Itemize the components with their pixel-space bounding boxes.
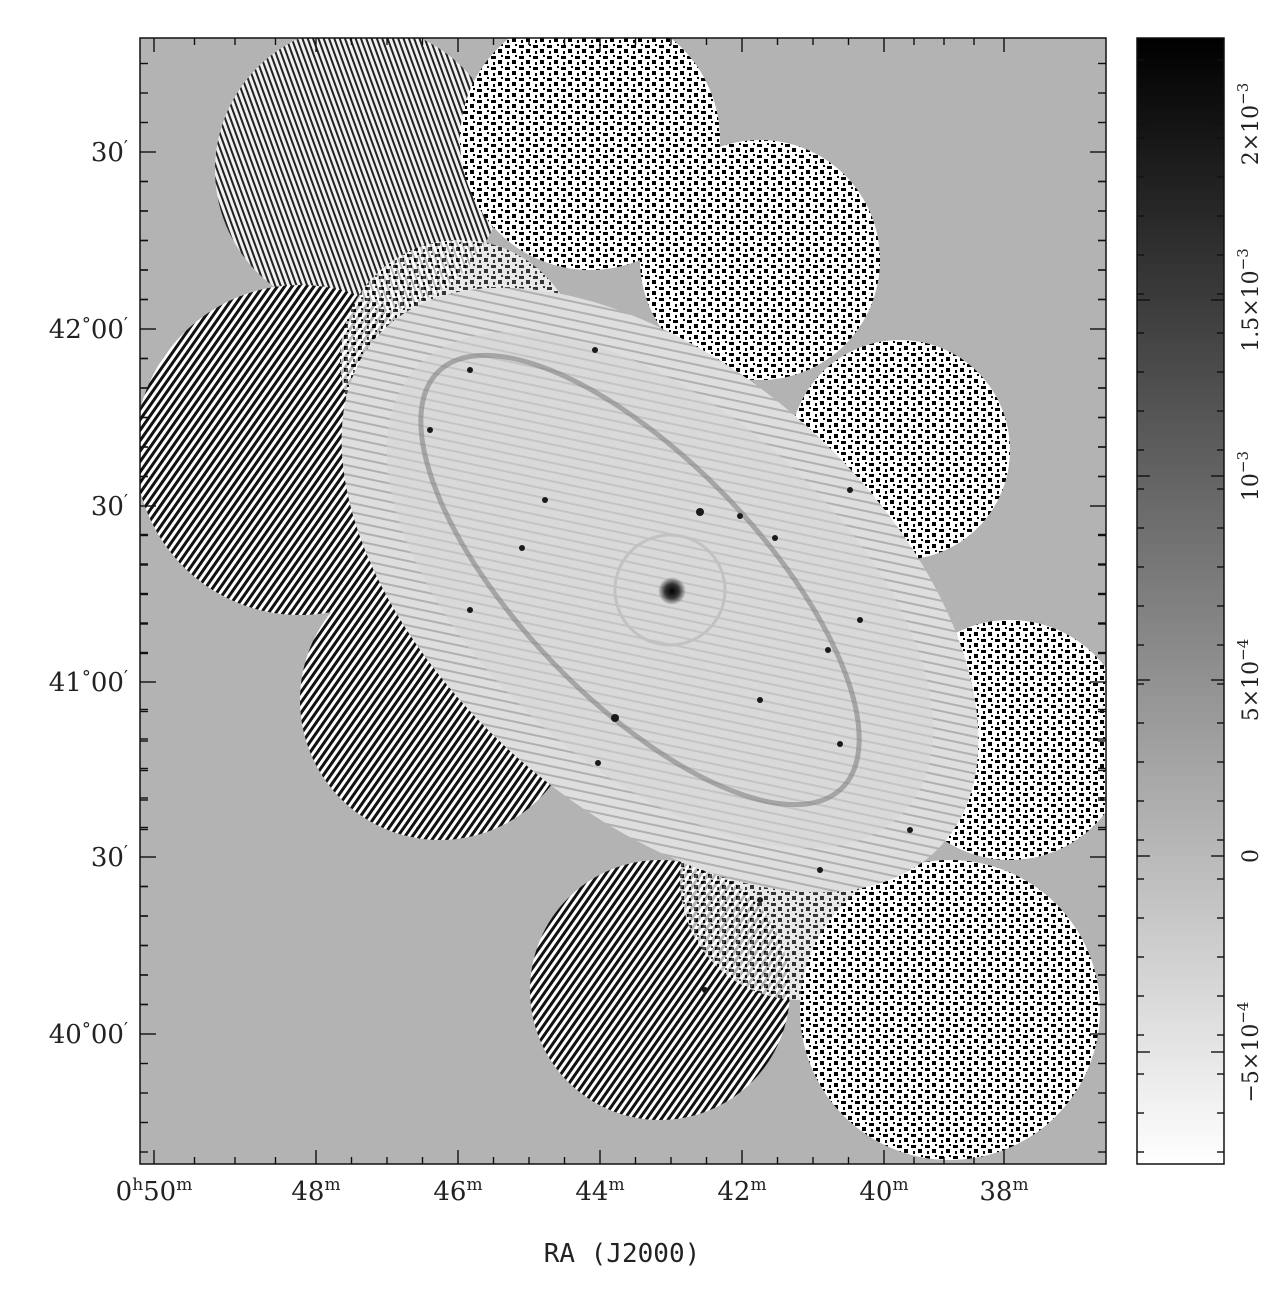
colorbar: 2×10−3 1.5×10−3 10−3 5×10−4 0 −5×10−4 (1136, 37, 1264, 1165)
galaxy-disk (341, 287, 979, 993)
ra-axis-ticks: 0h50m 48m 46m 44m 42m 40m 38m (116, 38, 1029, 1207)
colorbar-frame (1136, 37, 1225, 1165)
colorbar-label: 2×10−3 (1234, 83, 1264, 166)
ra-tick-label: 0h50m (116, 1175, 193, 1207)
colorbar-label: 0 (1239, 849, 1264, 863)
colorbar-label: −5×10−4 (1234, 1002, 1264, 1103)
dec-axis-ticks: 30′ 42°00′ 30′ 41°00′ 30′ 40°00′ (49, 62, 1106, 1153)
point-sources (427, 347, 913, 993)
colorbar-label: 10−3 (1234, 451, 1264, 501)
colorbar-gradient (1137, 38, 1224, 1164)
ra-tick-label: 48m (291, 1175, 340, 1207)
dec-tick-label: 42°00′ (49, 314, 128, 345)
ra-tick-label: 44m (575, 1175, 624, 1207)
ra-tick-label: 42m (717, 1175, 766, 1207)
dec-tick-label: 41°00′ (49, 667, 128, 698)
colorbar-ticks: 2×10−3 1.5×10−3 10−3 5×10−4 0 −5×10−4 (1137, 59, 1264, 1153)
ra-tick-label: 38m (979, 1175, 1028, 1207)
dec-tick-label: 30′ (91, 137, 128, 168)
galaxy-nucleus (658, 577, 686, 605)
plot-frame (139, 37, 1107, 1165)
dec-tick-label: 30′ (91, 842, 128, 873)
colorbar-label: 1.5×10−3 (1234, 248, 1264, 352)
colorbar-label: 5×10−4 (1234, 639, 1264, 722)
ra-axis-title: RA (J2000) (544, 1239, 701, 1269)
ra-tick-label: 40m (859, 1175, 908, 1207)
dec-tick-label: 40°00′ (49, 1019, 128, 1050)
ra-tick-label: 46m (433, 1175, 482, 1207)
dec-tick-label: 30′ (91, 491, 128, 522)
map-image (140, 38, 1106, 1164)
